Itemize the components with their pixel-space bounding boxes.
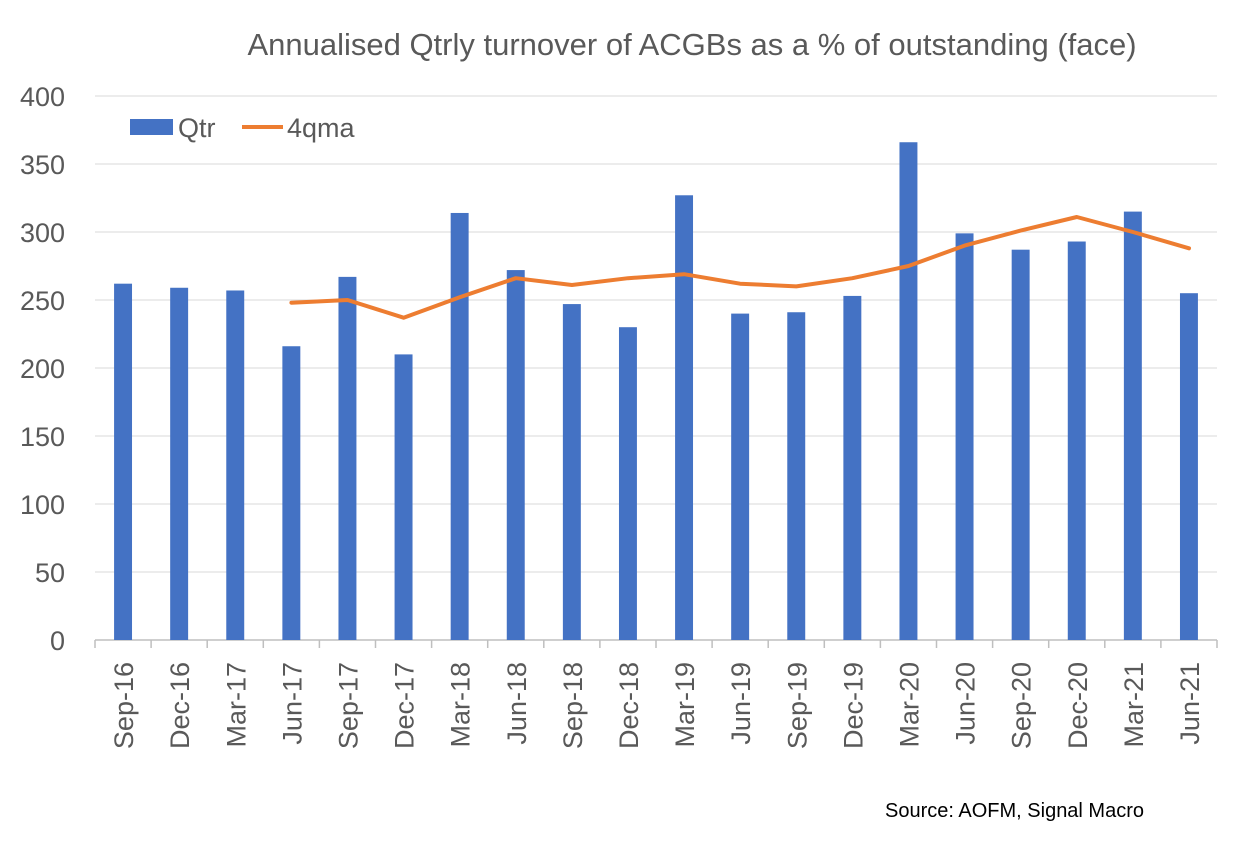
- x-tick-label: Jun-21: [1175, 662, 1205, 745]
- legend: Qtr 4qma: [130, 113, 356, 143]
- bar-qtr: [338, 276, 357, 640]
- x-tick-label: Jun-17: [277, 662, 307, 745]
- y-tick-label: 100: [20, 490, 65, 520]
- x-tick-label: Mar-19: [670, 662, 700, 748]
- y-tick-label: 150: [20, 422, 65, 452]
- bar-qtr: [114, 283, 133, 640]
- y-tick-label: 200: [20, 354, 65, 384]
- x-tick-label: Dec-20: [1063, 662, 1093, 749]
- bar-qtr: [1179, 293, 1198, 640]
- bar-qtr: [450, 212, 469, 640]
- bar-qtr: [226, 290, 245, 640]
- chart-title: Annualised Qtrly turnover of ACGBs as a …: [247, 27, 1136, 62]
- bar-qtr: [506, 270, 525, 640]
- x-tick-label: Sep-20: [1007, 662, 1037, 749]
- x-tick-label: Dec-16: [165, 662, 195, 749]
- x-tick-label: Sep-18: [558, 662, 588, 749]
- line-4qma: [289, 215, 1191, 320]
- bar-qtr: [955, 233, 974, 641]
- bar-qtr: [731, 313, 750, 640]
- x-tick-label: Mar-18: [446, 662, 476, 748]
- bar-qtr: [899, 142, 918, 641]
- gridlines: [95, 95, 1217, 641]
- y-tick-label: 350: [20, 150, 65, 180]
- qtr-bars: [114, 142, 1198, 641]
- legend-label-4qma: 4qma: [287, 113, 356, 143]
- y-tick-label: 300: [20, 218, 65, 248]
- x-tick-label: Dec-19: [838, 662, 868, 749]
- y-tick-label: 250: [20, 286, 65, 316]
- legend-label-qtr: Qtr: [178, 113, 216, 143]
- bar-qtr: [675, 195, 694, 640]
- y-tick-label: 0: [50, 626, 65, 656]
- x-tick-label: Dec-17: [390, 662, 420, 749]
- y-axis-ticks: 0 50 100 150 200 250 300 350 400: [20, 82, 65, 656]
- bar-qtr: [1067, 241, 1086, 640]
- x-tick-label: Dec-18: [614, 662, 644, 749]
- x-tick-label: Sep-16: [109, 662, 139, 749]
- bar-qtr: [562, 304, 581, 640]
- y-tick-label: 50: [35, 558, 65, 588]
- x-tick-label: Mar-21: [1119, 662, 1149, 748]
- bar-qtr: [170, 287, 189, 640]
- x-axis-ticks: Sep-16 Dec-16 Mar-17 Jun-17 Sep-17 Dec-17 Mar-…: [94, 640, 1218, 749]
- x-tick-label: Sep-17: [333, 662, 363, 749]
- x-tick-label: Mar-20: [894, 662, 924, 748]
- x-tick-label: Jun-19: [726, 662, 756, 745]
- bar-qtr: [1123, 211, 1142, 640]
- y-tick-label: 400: [20, 82, 65, 112]
- bar-qtr: [843, 295, 862, 640]
- bar-qtr: [787, 312, 806, 640]
- ma-line: [289, 215, 1191, 320]
- bar-qtr: [394, 354, 413, 640]
- bar-qtr: [1011, 249, 1030, 640]
- source-note: Source: AOFM, Signal Macro: [885, 800, 1144, 822]
- bar-qtr: [618, 327, 637, 640]
- bar-qtr: [282, 346, 301, 640]
- x-tick-label: Jun-18: [502, 662, 532, 745]
- legend-swatch-qtr: [130, 119, 173, 135]
- x-tick-label: Jun-20: [951, 662, 981, 745]
- x-tick-label: Sep-19: [782, 662, 812, 749]
- x-tick-label: Mar-17: [221, 662, 251, 748]
